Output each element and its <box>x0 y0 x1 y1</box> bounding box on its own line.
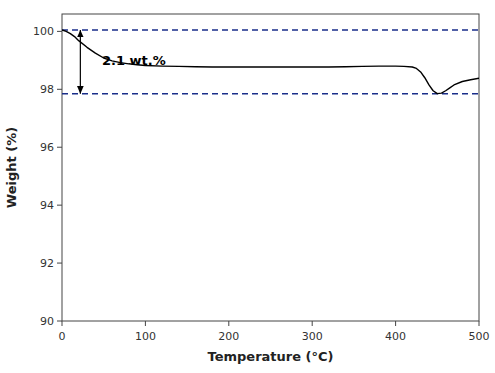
y-tick-label: 90 <box>40 315 54 328</box>
plot-frame <box>62 14 479 321</box>
x-tick-label: 0 <box>59 330 66 343</box>
y-tick <box>57 147 62 148</box>
x-tick <box>145 321 146 326</box>
data-line <box>62 30 479 94</box>
x-tick <box>228 321 229 326</box>
x-tick <box>312 321 313 326</box>
y-tick-label: 96 <box>40 141 54 154</box>
plot-area <box>62 30 479 94</box>
x-tick <box>479 321 480 326</box>
y-tick <box>57 205 62 206</box>
y-tick <box>57 263 62 264</box>
y-tick-label: 94 <box>40 199 54 212</box>
x-tick-label: 200 <box>218 330 239 343</box>
reference-line <box>62 93 479 95</box>
x-tick-label: 100 <box>135 330 156 343</box>
annotation: 2.1 wt.% <box>102 53 166 68</box>
x-tick-label: 300 <box>302 330 323 343</box>
y-axis-label: Weight (%) <box>4 127 19 208</box>
y-tick-label: 100 <box>33 25 54 38</box>
x-tick-label: 500 <box>469 330 490 343</box>
y-tick-label: 92 <box>40 257 54 270</box>
arrow <box>80 30 81 94</box>
y-tick <box>57 89 62 90</box>
y-tick-label: 98 <box>40 83 54 96</box>
x-tick <box>395 321 396 326</box>
chart: 0 100 200 300 400 500 90 92 94 96 98 100 2.1 wt.% Tem… <box>0 0 495 373</box>
x-axis-label: Temperature (°C) <box>208 349 334 364</box>
y-tick <box>57 31 62 32</box>
x-tick <box>62 321 63 326</box>
x-tick-label: 400 <box>385 330 406 343</box>
reference-line <box>62 29 479 31</box>
y-tick <box>57 321 62 322</box>
